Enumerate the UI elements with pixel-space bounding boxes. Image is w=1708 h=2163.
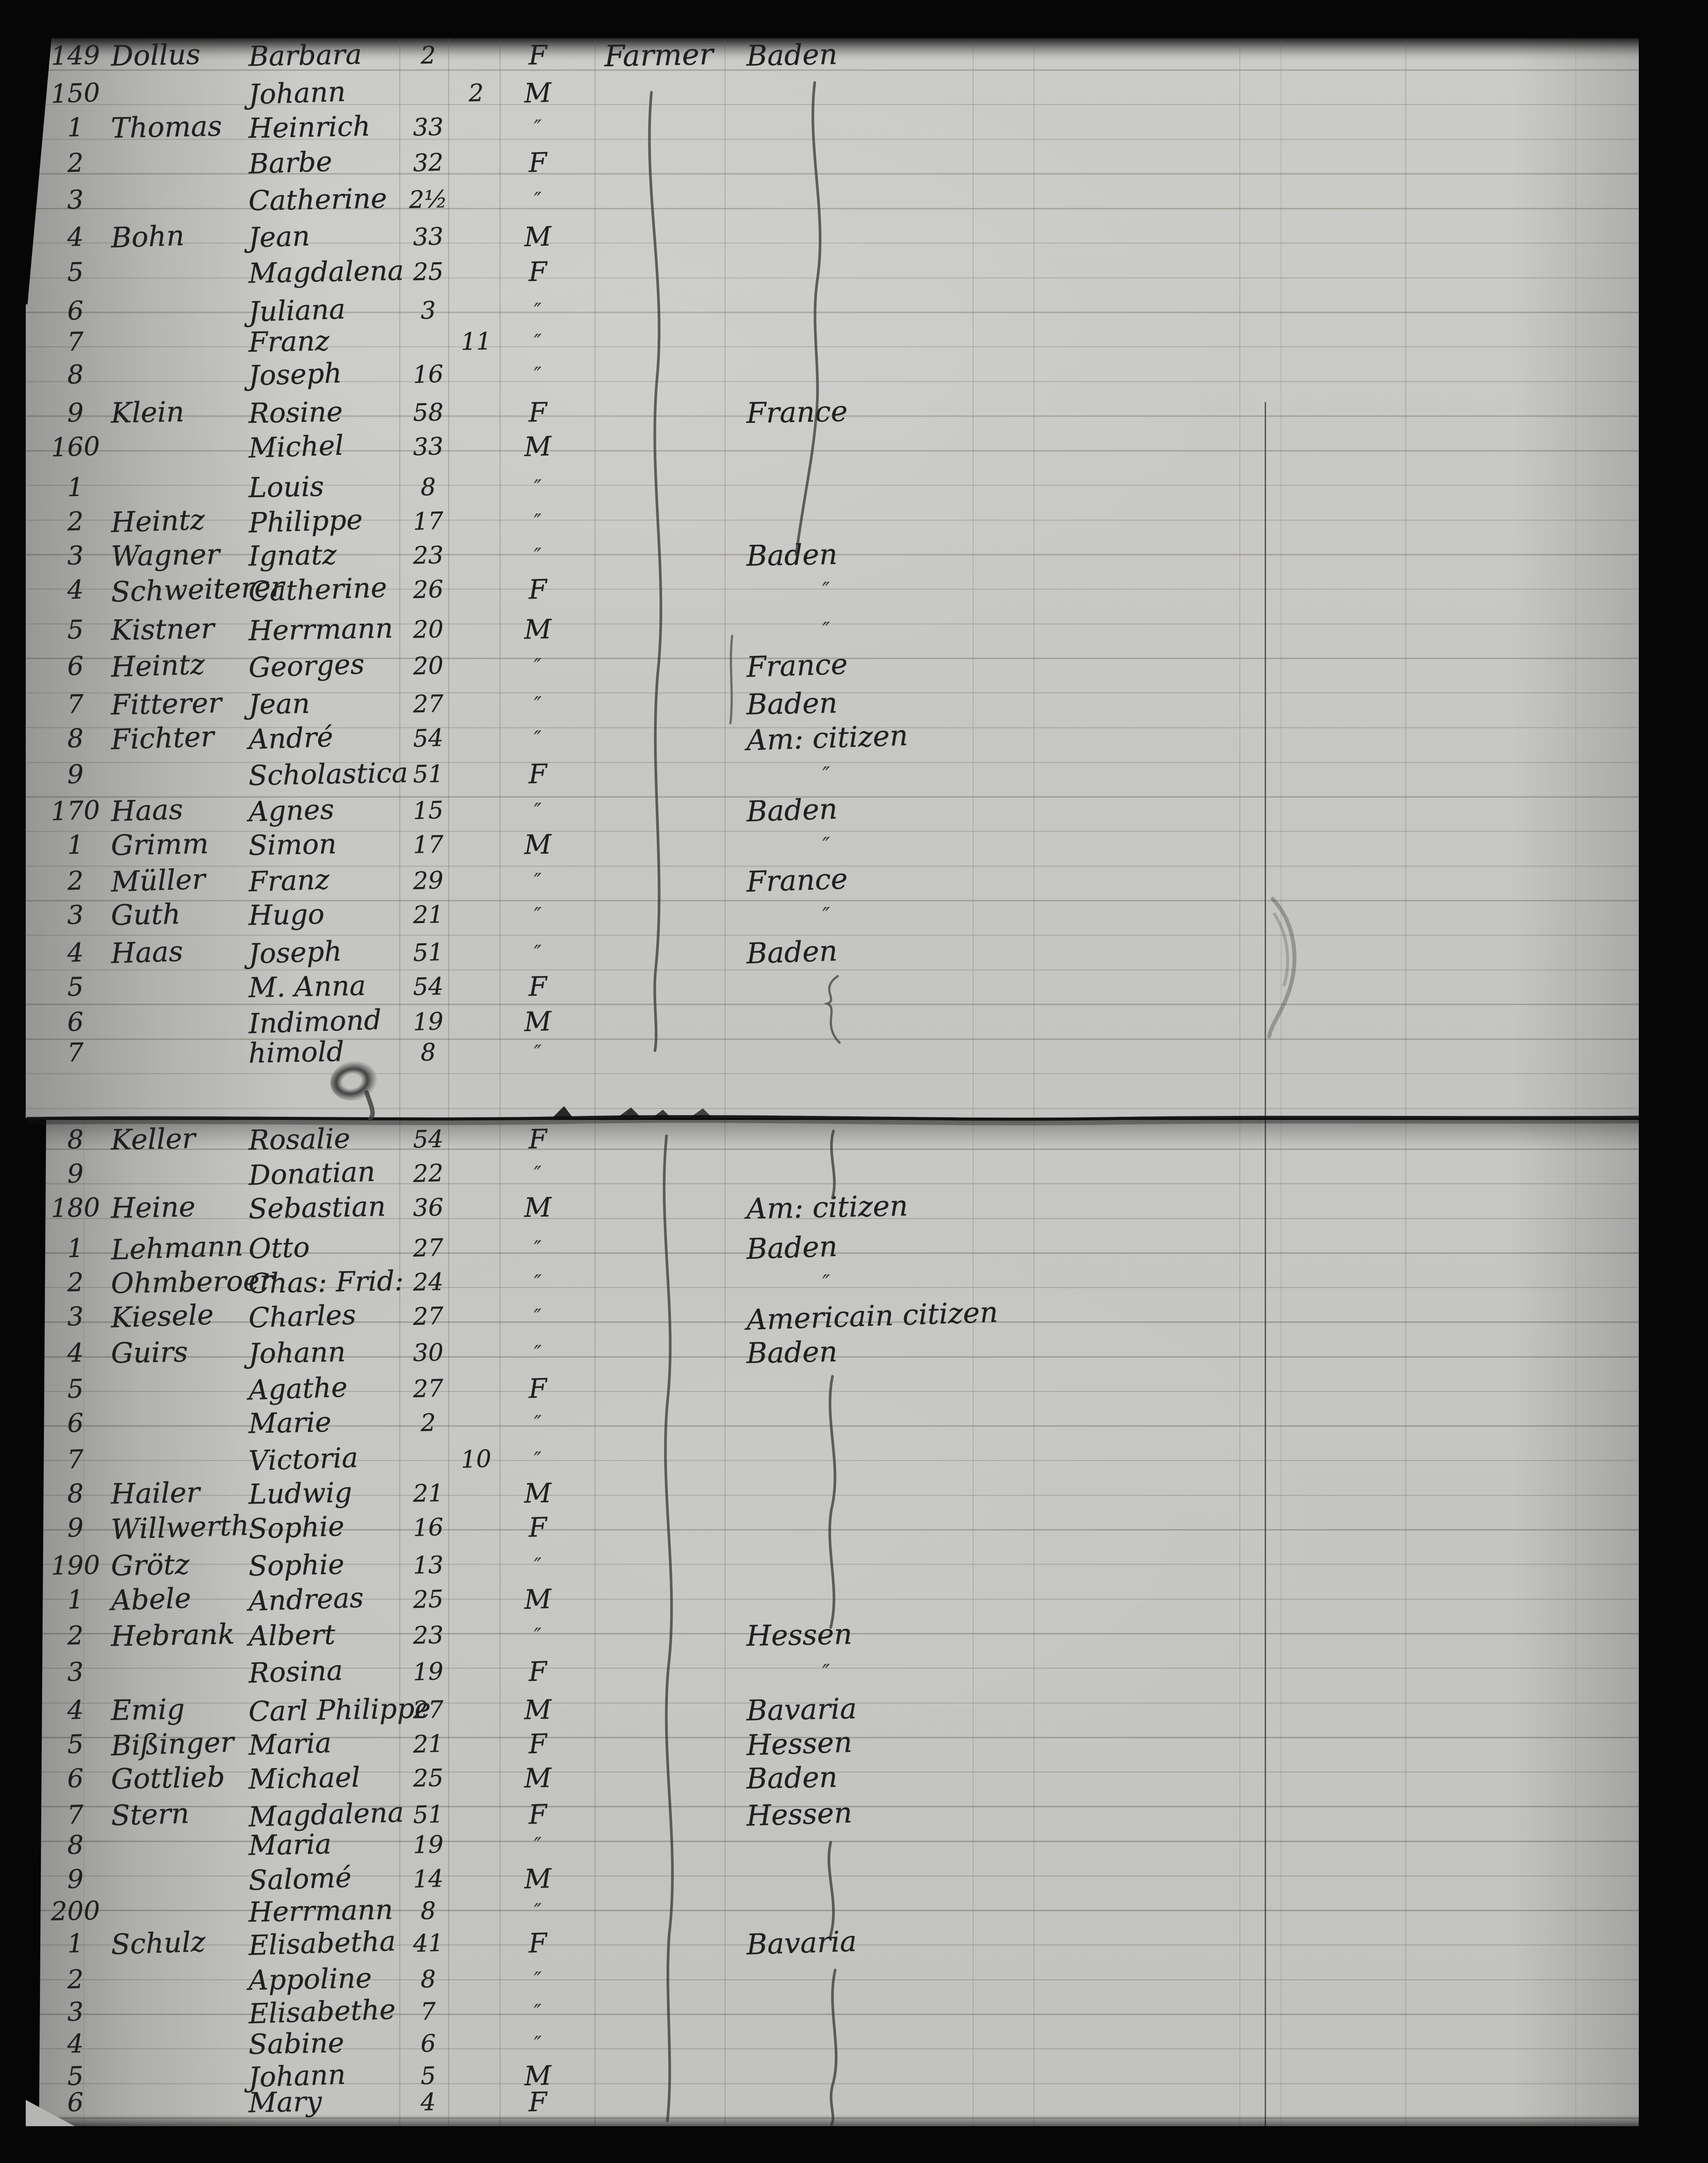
origin-ditto-wave-lower-2 — [828, 1375, 836, 1629]
origin-ditto-wave-lower-1 — [830, 1130, 836, 1199]
column-rule — [500, 1120, 501, 2126]
occupation-ditto-wave-lower — [663, 1135, 674, 2122]
column-rule — [83, 1120, 84, 2126]
tear-mark-1 — [552, 1106, 573, 1118]
column-rule — [595, 38, 596, 1118]
tear-mark-2 — [618, 1107, 641, 1117]
column-rule — [1033, 38, 1034, 1118]
column-rule — [973, 38, 974, 1118]
tear-mark-4 — [690, 1108, 712, 1117]
seam-shadow — [26, 1115, 1639, 1126]
column-rule — [973, 1120, 974, 2126]
column-rule — [1239, 1120, 1240, 2126]
origin-ditto-wave-lower-4 — [829, 1969, 838, 2126]
column-rule — [1239, 38, 1240, 1118]
column-rule — [399, 38, 400, 1118]
pen-scribble-inner — [1273, 912, 1290, 987]
column-rule — [595, 1120, 596, 2126]
seam-line — [26, 1115, 1639, 1121]
column-rule — [1281, 1120, 1282, 2126]
origin-ditto-wave-upper-1 — [795, 81, 822, 556]
column-rule — [1265, 1120, 1266, 2126]
column-rule — [399, 1120, 400, 2126]
column-rule — [1575, 1120, 1576, 2126]
column-rule — [500, 38, 501, 1118]
column-rule — [1575, 38, 1576, 1118]
column-rule — [448, 1120, 449, 2126]
column-rule — [448, 38, 449, 1118]
origin-ditto-curly-upper — [824, 975, 841, 1044]
column-rule — [1033, 1120, 1034, 2126]
column-rule — [725, 38, 726, 1118]
column-rule — [1405, 38, 1406, 1118]
pen-scribble — [1267, 897, 1297, 1039]
origin-ditto-wave-lower-3 — [827, 1841, 835, 1939]
column-rule — [1281, 38, 1282, 1118]
column-rule — [1265, 402, 1266, 1118]
ledger-page-upper: 149 Dollus Barbara 2 F Farmer Baden 150 Johann 2 M… — [26, 37, 1639, 1118]
occupation-ditto-wave-upper — [648, 91, 663, 1052]
ink-blot-tail — [364, 1090, 375, 1121]
origin-ditto-stroke-upper — [729, 634, 734, 725]
tear-mark-3 — [652, 1110, 671, 1118]
column-rule — [1405, 1120, 1406, 2126]
column-rule — [725, 1120, 726, 2126]
